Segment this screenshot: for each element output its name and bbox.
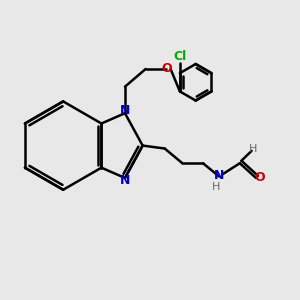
- Text: H: H: [249, 143, 257, 154]
- Text: H: H: [212, 182, 220, 192]
- Text: N: N: [120, 104, 130, 117]
- Text: Cl: Cl: [173, 50, 187, 64]
- Text: N: N: [120, 174, 130, 187]
- Text: N: N: [214, 169, 224, 182]
- Text: O: O: [254, 172, 265, 184]
- Text: O: O: [161, 62, 172, 75]
